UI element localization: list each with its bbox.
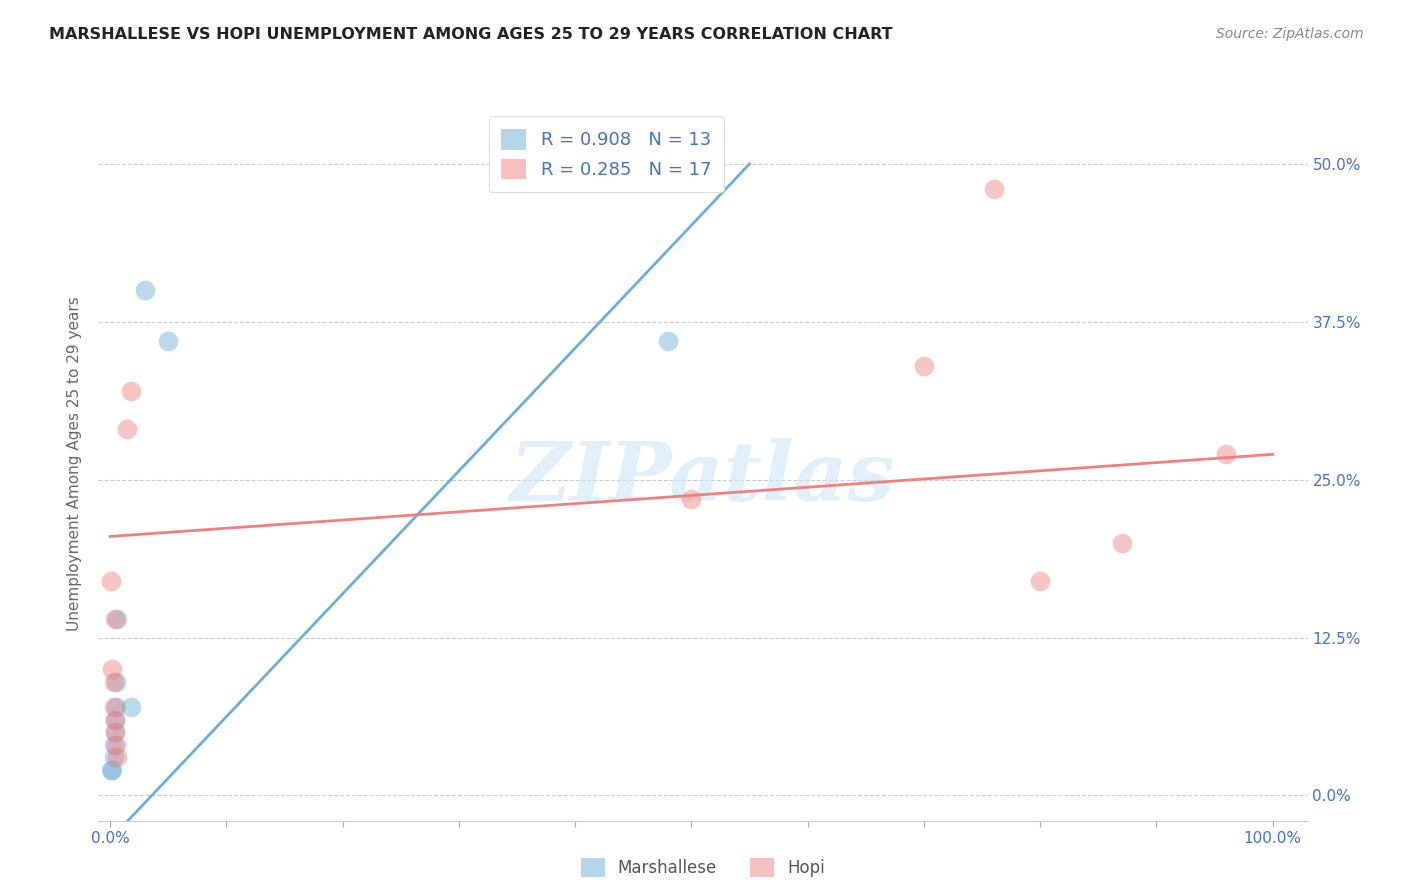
Point	[104, 611, 127, 625]
Point	[105, 750, 128, 764]
Point	[104, 713, 127, 727]
Text: Source: ZipAtlas.com: Source: ZipAtlas.com	[1216, 27, 1364, 41]
Point	[1111, 535, 1133, 549]
Point	[103, 750, 125, 764]
Point	[104, 725, 127, 739]
Point	[103, 700, 125, 714]
Point	[120, 384, 142, 399]
Point	[912, 359, 935, 373]
Y-axis label: Unemployment Among Ages 25 to 29 years: Unemployment Among Ages 25 to 29 years	[67, 296, 83, 632]
Point	[681, 491, 703, 506]
Point	[104, 713, 127, 727]
Point	[104, 725, 127, 739]
Point	[103, 674, 125, 689]
Point	[100, 763, 122, 777]
Point	[100, 574, 122, 588]
Point	[134, 283, 156, 297]
Point	[120, 700, 142, 714]
Point	[105, 611, 128, 625]
Text: MARSHALLESE VS HOPI UNEMPLOYMENT AMONG AGES 25 TO 29 YEARS CORRELATION CHART: MARSHALLESE VS HOPI UNEMPLOYMENT AMONG A…	[49, 27, 893, 42]
Point	[104, 738, 127, 752]
Point	[104, 674, 127, 689]
Point	[104, 700, 127, 714]
Text: ZIPatlas: ZIPatlas	[510, 438, 896, 518]
Point	[1215, 447, 1237, 461]
Point	[1029, 574, 1052, 588]
Point	[117, 422, 139, 436]
Point	[657, 334, 679, 348]
Point	[103, 738, 125, 752]
Point	[101, 763, 124, 777]
Point	[157, 334, 180, 348]
Legend: Marshallese, Hopi: Marshallese, Hopi	[575, 851, 831, 884]
Point	[983, 182, 1005, 196]
Point	[101, 662, 124, 676]
